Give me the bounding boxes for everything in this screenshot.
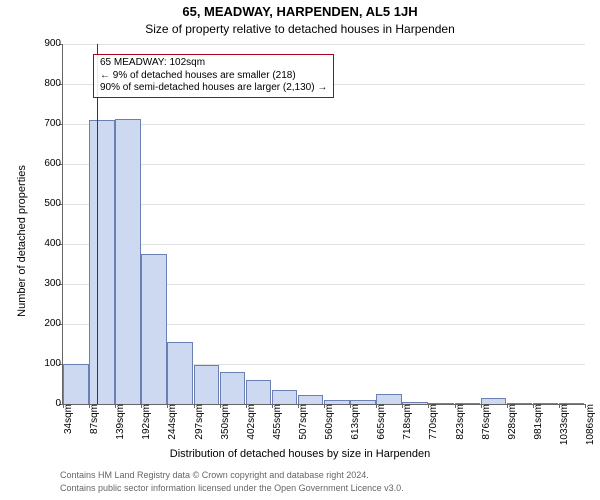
x-tick-label: 87sqm [89, 404, 100, 434]
y-tick-label: 300 [27, 278, 61, 289]
y-tick-label: 800 [27, 78, 61, 89]
x-tick-label: 928sqm [507, 404, 518, 440]
histogram-bar [115, 119, 141, 404]
annotation-line2: ← 9% of detached houses are smaller (218… [100, 70, 327, 83]
y-tick-label: 100 [27, 358, 61, 369]
gridline [63, 164, 585, 165]
x-tick-label: 402sqm [246, 404, 257, 440]
x-tick-label: 560sqm [324, 404, 335, 440]
x-tick-label: 876sqm [481, 404, 492, 440]
x-tick-label: 1086sqm [585, 404, 596, 445]
gridline [63, 44, 585, 45]
y-tick-label: 900 [27, 38, 61, 49]
x-tick-label: 34sqm [63, 404, 74, 434]
histogram-bar [272, 390, 298, 404]
plot-area: 010020030040050060070080090034sqm87sqm13… [62, 44, 585, 405]
y-tick-label: 500 [27, 198, 61, 209]
x-tick-label: 718sqm [402, 404, 413, 440]
attribution-line1: Contains HM Land Registry data © Crown c… [60, 470, 590, 480]
chart-title-line2: Size of property relative to detached ho… [0, 22, 600, 36]
annotation-line1: 65 MEADWAY: 102sqm [100, 57, 327, 70]
histogram-bar [194, 365, 220, 404]
x-tick-label: 770sqm [428, 404, 439, 440]
histogram-bar [89, 120, 115, 404]
y-tick-label: 0 [27, 398, 61, 409]
histogram-bar [376, 394, 402, 404]
x-tick-label: 981sqm [533, 404, 544, 440]
x-tick-label: 507sqm [298, 404, 309, 440]
reference-line [97, 44, 98, 404]
x-tick-label: 823sqm [455, 404, 466, 440]
x-tick-label: 455sqm [272, 404, 283, 440]
x-tick-label: 192sqm [141, 404, 152, 440]
x-tick-label: 1033sqm [559, 404, 570, 445]
y-tick-label: 400 [27, 238, 61, 249]
chart-title-line1: 65, MEADWAY, HARPENDEN, AL5 1JH [0, 4, 600, 19]
histogram-bar [167, 342, 193, 404]
annotation-line3: 90% of semi-detached houses are larger (… [100, 82, 327, 95]
x-axis-label: Distribution of detached houses by size … [0, 448, 600, 460]
x-tick-label: 139sqm [115, 404, 126, 440]
y-tick-label: 200 [27, 318, 61, 329]
x-tick-label: 613sqm [350, 404, 361, 440]
x-tick-label: 350sqm [220, 404, 231, 440]
attribution-line2: Contains public sector information licen… [60, 483, 590, 493]
y-tick-label: 700 [27, 118, 61, 129]
gridline [63, 124, 585, 125]
y-tick-label: 600 [27, 158, 61, 169]
histogram-bar [63, 364, 89, 404]
x-tick-label: 244sqm [167, 404, 178, 440]
gridline [63, 244, 585, 245]
histogram-bar [141, 254, 167, 404]
histogram-bar [298, 395, 324, 404]
histogram-bar [246, 380, 272, 404]
gridline [63, 204, 585, 205]
annotation-box: 65 MEADWAY: 102sqm← 9% of detached house… [93, 54, 334, 98]
x-tick-label: 297sqm [194, 404, 205, 440]
x-tick-label: 665sqm [376, 404, 387, 440]
histogram-bar [220, 372, 246, 404]
